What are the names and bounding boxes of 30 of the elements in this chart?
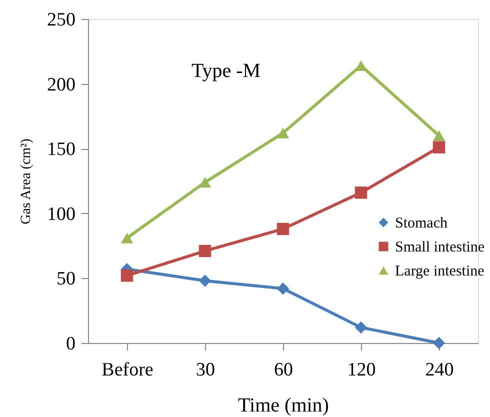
point	[432, 130, 446, 141]
point	[354, 321, 368, 334]
y-tick-label: 250	[47, 10, 76, 30]
point	[120, 232, 134, 244]
y-tick-label: 50	[56, 268, 76, 290]
point	[276, 282, 290, 295]
x-tick-label: 30	[196, 360, 215, 380]
legend-label: Stomach	[395, 216, 448, 232]
y-tick-label: 0	[66, 334, 76, 354]
y-tick-label: 150	[47, 139, 76, 160]
x-tick-label: Before	[102, 360, 154, 380]
point	[432, 141, 446, 154]
x-tick-label: 120	[347, 360, 376, 380]
y-axis-title: Gas Area (cm²)	[19, 138, 34, 224]
x-tick-label: 240	[425, 360, 454, 380]
legend-label: Large intestine	[395, 264, 485, 280]
point	[432, 336, 446, 350]
legend-label: Small intestine	[395, 240, 485, 256]
y-tick-label: 100	[47, 204, 76, 225]
x-tick-label: 60	[274, 360, 293, 380]
text: Type -M	[191, 60, 261, 82]
x-axis-title: Time (min)	[238, 394, 329, 416]
y-tick-label: 200	[47, 74, 76, 96]
point	[198, 274, 212, 287]
point	[120, 269, 134, 282]
point	[276, 222, 290, 236]
point	[198, 176, 212, 188]
point	[354, 186, 368, 199]
point	[276, 128, 290, 138]
point	[198, 244, 212, 258]
